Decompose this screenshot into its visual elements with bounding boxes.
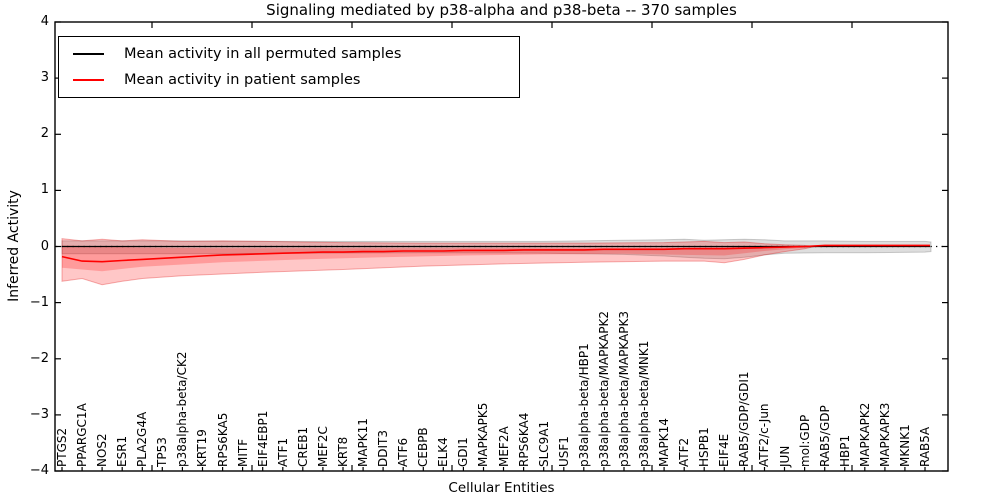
- y-tick-label: 0: [40, 238, 49, 254]
- x-tick-label: CEBPB: [416, 427, 431, 467]
- x-tick-label: RAB5/GDP: [817, 405, 832, 467]
- x-tick-label: p38alpha-beta/MAPKAPK2: [596, 311, 611, 467]
- x-tick-label: MAPK11: [356, 418, 371, 467]
- x-tick-label: PLA2G4A: [135, 411, 150, 467]
- x-tick-label: HSPB1: [697, 427, 712, 467]
- plot-border: [54, 21, 949, 472]
- bands-group: [61, 238, 932, 286]
- x-tick-label: MEF2A: [496, 426, 511, 467]
- x-axis-title: Cellular Entities: [448, 480, 555, 496]
- y-tick-label: −3: [29, 406, 49, 422]
- legend-label-patient: Mean activity in patient samples: [124, 72, 361, 88]
- x-tick-label: ELK4: [436, 437, 451, 467]
- y-tick-label: 2: [40, 126, 49, 142]
- y-tick-label: −4: [29, 463, 49, 478]
- y-tick-label: 1: [40, 182, 49, 198]
- permuted-std-band: [61, 238, 932, 260]
- x-tick-label: MAPKAPK3: [877, 402, 892, 467]
- x-tick-label: HBP1: [837, 434, 852, 467]
- x-tick-label: PTGS2: [55, 427, 69, 467]
- x-tick-label: ATF1: [275, 437, 290, 467]
- x-tick-label: ESR1: [115, 435, 130, 467]
- x-tick-label: SLC9A1: [536, 420, 551, 467]
- x-tick-label: MAPKAPK5: [476, 402, 491, 467]
- x-tick-label: EIF4E: [717, 433, 732, 467]
- x-tick-label: JUN: [777, 445, 792, 467]
- x-tick-label: MKNK1: [897, 424, 912, 467]
- x-tick-label: p38alpha-beta/CK2: [175, 351, 190, 467]
- chart-title: Signaling mediated by p38-alpha and p38-…: [266, 1, 737, 19]
- x-tick-label: USF1: [556, 436, 571, 467]
- y-tick-label: 3: [40, 70, 49, 86]
- x-tick-label: DDIT3: [376, 430, 391, 467]
- legend-row-patient: Mean activity in patient samples: [73, 72, 519, 88]
- patient-std-band-inner: [62, 245, 815, 272]
- x-tick-label: CREB1: [295, 426, 310, 467]
- x-tick-label: NOS2: [95, 433, 110, 467]
- legend-row-permuted: Mean activity in all permuted samples: [73, 46, 519, 62]
- patient-mean-line: [61, 244, 930, 263]
- x-tick-label: MAPKAPK2: [857, 402, 872, 467]
- x-tick-label: p38alpha-beta/HBP1: [576, 343, 591, 467]
- patient-line-swatch: [73, 79, 104, 81]
- x-tick-label: ATF2: [677, 437, 692, 467]
- legend-label-permuted: Mean activity in all permuted samples: [124, 46, 402, 62]
- x-tick-label: RPS6KA5: [215, 412, 230, 467]
- x-tick-label: p38alpha-beta/MAPKAPK3: [616, 311, 631, 467]
- x-tick-label: RPS6KA4: [516, 412, 531, 467]
- x-tick-label: KRT8: [335, 436, 350, 467]
- x-tick-label: PPARGC1A: [75, 403, 90, 467]
- patient-std-band-outer: [61, 238, 815, 286]
- y-tick-label: −1: [29, 294, 49, 310]
- x-tick-label: KRT19: [195, 429, 210, 467]
- legend: Mean activity in all permuted samples Me…: [58, 36, 520, 98]
- x-tick-label: ATF6: [396, 437, 411, 467]
- x-tick-label: GDI1: [456, 437, 471, 467]
- x-tick-label: ATF2/c-Jun: [757, 403, 772, 467]
- x-tick-label: TP53: [155, 437, 170, 467]
- y-tick-label: 4: [40, 14, 49, 29]
- x-tick-label: RAB5/GDP/GDI1: [737, 371, 752, 467]
- x-tick-label: mol:GDP: [797, 414, 812, 467]
- x-tick-label: p38alpha-beta/MNK1: [637, 340, 652, 467]
- x-tick-label: MAPK14: [657, 418, 672, 467]
- permuted-line-swatch: [73, 53, 104, 55]
- x-tick-label: MEF2C: [315, 426, 330, 467]
- y-tick-label: −2: [29, 350, 49, 366]
- x-tick-label: EIF4EBP1: [255, 410, 270, 467]
- x-tick-label: RAB5A: [918, 426, 932, 467]
- x-tick-label: MITF: [235, 438, 250, 467]
